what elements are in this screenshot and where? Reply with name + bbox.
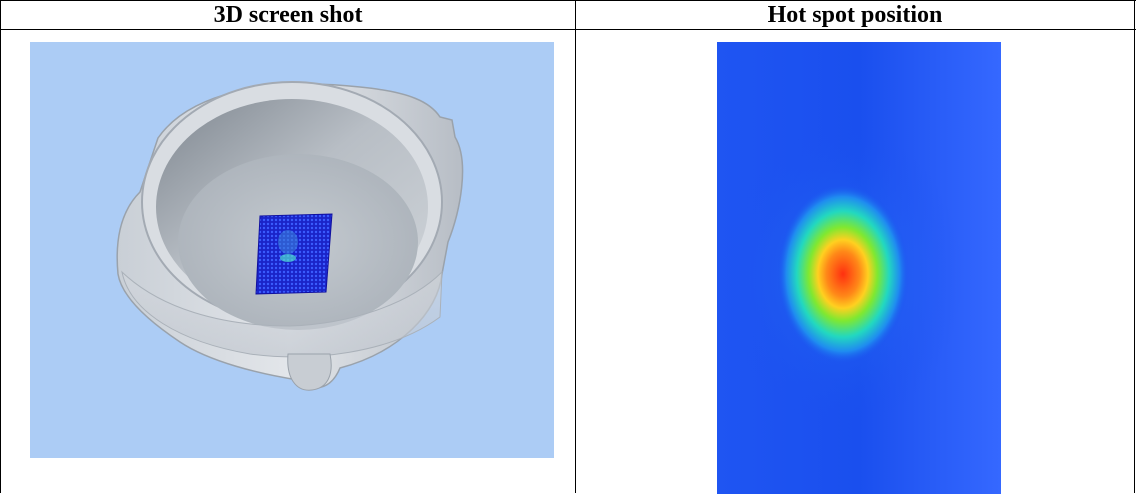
table-border-left (0, 0, 1, 493)
header-hot-spot-position: Hot spot position (767, 1, 943, 28)
heatmap-hotspot (777, 184, 909, 364)
table-header-divider (0, 29, 1136, 30)
heatmap-render (717, 42, 1001, 494)
bowl-front-wall (121, 270, 443, 358)
table-column-divider (575, 0, 576, 493)
header-3d-screen-shot: 3D screen shot (213, 1, 363, 28)
table-border-top (0, 0, 1136, 1)
probe-grid (255, 213, 333, 295)
bowl-spout (287, 353, 332, 391)
3d-screenshot-image (30, 42, 554, 458)
hotspot-heatmap-image (717, 42, 1001, 494)
table-border-right (1134, 0, 1135, 493)
bowl-render (116, 81, 464, 391)
